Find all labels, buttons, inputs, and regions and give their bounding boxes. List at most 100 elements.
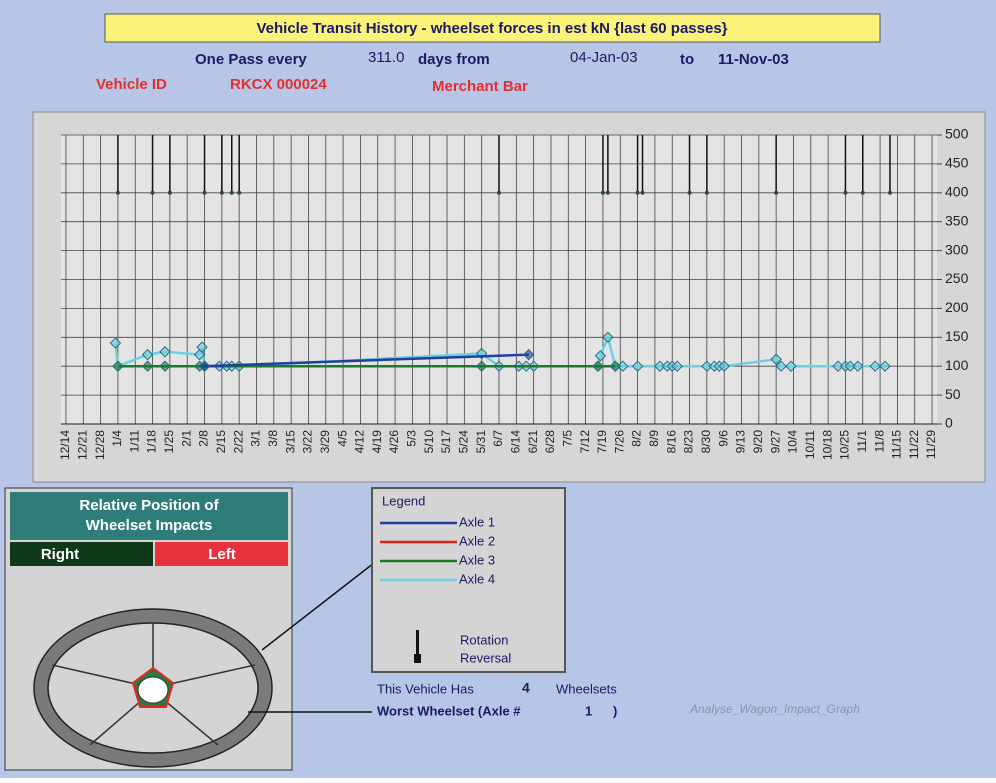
x-tick-label: 1/25 <box>162 430 176 454</box>
reversal-dot <box>167 190 172 195</box>
data-point <box>718 360 730 372</box>
x-tick-label: 12/21 <box>75 430 89 460</box>
x-tick-label: 12/28 <box>93 430 107 460</box>
data-point <box>602 331 614 344</box>
pass-prefix: One Pass every <box>195 51 307 68</box>
pointer-line <box>261 562 375 651</box>
legend-title: Legend <box>382 493 425 508</box>
x-tick-label: 11/15 <box>890 430 904 459</box>
x-tick-label: 3/8 <box>266 430 280 447</box>
x-tick-label: 8/23 <box>682 430 696 454</box>
data-point <box>159 360 171 372</box>
data-point <box>141 348 154 361</box>
data-point <box>701 360 713 372</box>
x-tick-label: 7/19 <box>595 430 609 454</box>
x-tick-label: 9/13 <box>734 430 748 454</box>
wheelset-count: 4 <box>522 680 530 696</box>
date-to-prefix: to <box>680 51 694 68</box>
reversal-label: Reversal <box>460 650 511 665</box>
x-tick-label: 1/11 <box>127 430 141 453</box>
x-tick-label: 11/22 <box>907 430 921 459</box>
x-tick-label: 5/3 <box>405 430 419 447</box>
vehicle-type: Merchant Bar <box>432 78 528 95</box>
data-point <box>770 353 782 365</box>
x-tick-label: 1/4 <box>110 430 124 447</box>
right-label: Right <box>41 546 79 563</box>
wheel-panel-header <box>10 492 288 540</box>
vehicle-id: RKCX 000024 <box>230 76 327 93</box>
wheel-rim <box>34 609 272 767</box>
x-tick-label: 5/24 <box>457 430 471 454</box>
date-from: 04-Jan-03 <box>570 49 638 66</box>
reversal-dot <box>605 190 610 195</box>
y-tick-label: 350 <box>945 212 969 228</box>
worst-axle: 1 <box>585 703 592 718</box>
x-tick-label: 2/8 <box>197 430 211 447</box>
x-tick-label: 5/31 <box>474 430 488 454</box>
pass-mid: days from <box>418 51 490 68</box>
spokes <box>51 623 256 746</box>
date-to: 11-Nov-03 <box>718 51 789 68</box>
x-tick-label: 4/12 <box>353 430 367 454</box>
data-point <box>141 360 154 372</box>
reversal-dot <box>150 190 155 195</box>
data-point <box>654 360 666 372</box>
reversal-dot <box>237 190 242 195</box>
data-point <box>775 360 787 372</box>
x-tick-label: 5/10 <box>422 430 436 454</box>
reversal-dot <box>229 190 234 195</box>
x-tick-label: 6/28 <box>543 430 557 454</box>
legend: Axle 1 Axle 2 Axle 3 Axle 4 <box>380 514 495 586</box>
chart: 0 50 100 150 200 250 300 350 400 450 500 12/14 12/21… <box>58 126 968 460</box>
legend-label: Axle 1 <box>459 514 495 529</box>
x-tick-label: 4/5 <box>335 430 349 447</box>
vehicle-label: Vehicle ID <box>96 76 167 93</box>
title: Vehicle Transit History - wheelset force… <box>256 20 727 37</box>
x-tick-label: 10/4 <box>786 430 800 454</box>
x-tick-label: 9/27 <box>768 430 782 454</box>
x-tick-label: 3/29 <box>318 430 332 454</box>
x-tick-label: 11/8 <box>872 430 886 453</box>
reversal-dot <box>497 190 501 195</box>
has-prefix: This Vehicle Has <box>377 681 474 696</box>
x-tick-label: 10/11 <box>803 430 817 459</box>
x-tick-label: 8/2 <box>630 430 644 447</box>
x-tick-label: 11/29 <box>924 430 938 459</box>
reversal-icon <box>416 630 419 656</box>
x-tick-label: 6/14 <box>508 430 522 454</box>
right-box <box>10 542 153 566</box>
y-tick-label: 400 <box>945 184 969 200</box>
x-tick-label: 9/6 <box>716 430 730 447</box>
left-box <box>155 542 288 566</box>
sheet-name: Analyse_Wagon_Impact_Graph <box>689 702 860 716</box>
x-tick-label: 9/20 <box>751 430 765 454</box>
wheel-title: Wheelset Impacts <box>86 517 213 534</box>
reversal-dot <box>887 190 892 195</box>
wheel-rim-edge <box>33 608 273 768</box>
y-tick-label: 200 <box>945 299 969 315</box>
data-point <box>592 360 604 372</box>
wheel-title: Relative Position of <box>79 497 219 514</box>
x-tick-label: 5/17 <box>439 430 453 454</box>
x-tick-label: 2/1 <box>179 430 193 447</box>
data-point <box>617 360 629 372</box>
x-tick-label: 2/15 <box>214 430 228 454</box>
data-point <box>196 341 208 353</box>
data-point <box>609 360 622 372</box>
reversal-dot <box>640 190 645 195</box>
title-box <box>104 13 881 43</box>
x-tick-label: 3/22 <box>301 430 315 454</box>
data-point <box>159 346 171 358</box>
reversal-dot <box>115 190 120 195</box>
data-point <box>879 360 891 372</box>
legend-label: Axle 4 <box>459 571 495 586</box>
data-point <box>844 360 857 372</box>
worst-suffix: ) <box>613 703 617 718</box>
reversal-dot <box>860 190 865 195</box>
x-tick-label: 8/9 <box>647 430 661 447</box>
pass-days: 311.0 <box>368 49 404 66</box>
data-point <box>522 348 535 361</box>
data-point <box>475 360 488 372</box>
data-point <box>631 360 644 372</box>
